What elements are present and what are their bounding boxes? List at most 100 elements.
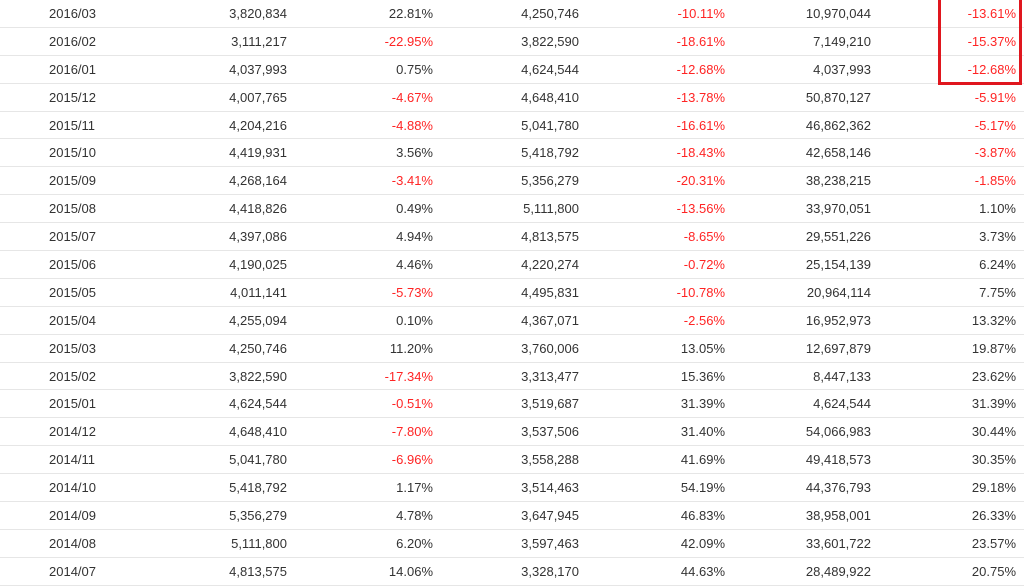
change-cell: -4.88% — [391, 117, 433, 133]
prior-value-cell: 4,367,071 — [521, 312, 579, 328]
table-row: 2015/09 4,268,164 -3.41% 5,356,279 -20.31% 38… — [0, 167, 1024, 196]
prior-value-cell: 4,813,575 — [521, 229, 579, 245]
yoy-change-cell: 13.05% — [680, 340, 725, 356]
value-cell: 4,418,826 — [229, 201, 287, 217]
table-row: 2015/03 4,250,746 11.20% 3,760,006 13.05% 12,… — [0, 335, 1024, 363]
prior-value-cell: 4,648,410 — [521, 89, 579, 105]
table-row: 2014/11 5,041,780 -6.96% 3,558,288 41.69% 49,… — [0, 446, 1024, 475]
cumulative-change-cell: 1.10% — [979, 201, 1016, 217]
cumulative-change-cell: -3.87% — [974, 145, 1016, 161]
change-cell: 4.94% — [396, 229, 433, 245]
change-cell: -22.95% — [384, 33, 433, 49]
change-cell: 0.75% — [396, 61, 433, 77]
prior-value-cell: 4,495,831 — [521, 284, 579, 300]
cumulative-change-cell: 26.33% — [971, 508, 1016, 524]
month-cell: 2014/11 — [49, 452, 96, 468]
yoy-change-cell: -16.61% — [676, 117, 725, 133]
cumulative-change-cell: 7.75% — [979, 284, 1016, 300]
cumulative-change-cell: -12.68% — [967, 61, 1016, 77]
yoy-change-cell: -10.78% — [676, 284, 725, 300]
change-cell: -0.51% — [391, 396, 433, 412]
table-row: 2014/09 5,356,279 4.78% 3,647,945 46.83% 38,9… — [0, 502, 1024, 530]
month-cell: 2016/01 — [49, 61, 96, 77]
yoy-change-cell: 42.09% — [680, 535, 725, 551]
month-cell: 2015/04 — [49, 312, 96, 328]
cumulative-change-cell: 20.75% — [971, 563, 1016, 579]
month-cell: 2014/12 — [49, 424, 96, 440]
cumulative-cell: 38,238,215 — [805, 173, 871, 189]
month-cell: 2015/05 — [49, 284, 96, 300]
cumulative-cell: 29,551,226 — [805, 229, 871, 245]
table-row: 2014/08 5,111,800 6.20% 3,597,463 42.09% 33,6… — [0, 530, 1024, 558]
prior-value-cell: 5,111,800 — [523, 201, 579, 217]
change-cell: 1.17% — [396, 480, 433, 496]
prior-value-cell: 4,624,544 — [521, 61, 579, 77]
cumulative-change-cell: 23.62% — [971, 368, 1016, 384]
table-row: 2016/03 3,820,834 22.81% 4,250,746 -10.11% 10… — [0, 0, 1024, 28]
value-cell: 4,250,746 — [229, 340, 287, 356]
value-cell: 3,822,590 — [229, 368, 287, 384]
cumulative-change-cell: -1.85% — [974, 173, 1016, 189]
table-row: 2015/07 4,397,086 4.94% 4,813,575 -8.65% 29,5… — [0, 223, 1024, 252]
yoy-change-cell: 54.19% — [680, 480, 725, 496]
cumulative-change-cell: -13.61% — [967, 6, 1016, 21]
change-cell: 6.20% — [396, 535, 433, 551]
yoy-change-cell: -20.31% — [676, 173, 725, 189]
cumulative-cell: 54,066,983 — [805, 424, 871, 440]
prior-value-cell: 3,760,006 — [521, 340, 579, 356]
change-cell: 4.46% — [396, 257, 433, 273]
cumulative-cell: 20,964,114 — [806, 284, 871, 300]
month-cell: 2014/07 — [49, 563, 96, 579]
yoy-change-cell: -2.56% — [683, 312, 725, 328]
value-cell: 4,419,931 — [229, 145, 287, 161]
yoy-change-cell: 15.36% — [680, 368, 725, 384]
yoy-change-cell: -10.11% — [677, 6, 725, 21]
value-cell: 3,111,217 — [231, 33, 287, 49]
table-row: 2015/01 4,624,544 -0.51% 3,519,687 31.39% 4,6… — [0, 390, 1024, 419]
value-cell: 4,204,216 — [229, 117, 287, 133]
yoy-change-cell: 41.69% — [680, 452, 725, 468]
value-cell: 4,624,544 — [229, 396, 287, 412]
cumulative-change-cell: 30.44% — [971, 424, 1016, 440]
table-row: 2015/02 3,822,590 -17.34% 3,313,477 15.36% 8,… — [0, 363, 1024, 391]
cumulative-change-cell: 29.18% — [971, 480, 1016, 496]
cumulative-cell: 49,418,573 — [805, 452, 871, 468]
cumulative-change-cell: -5.91% — [974, 89, 1016, 105]
value-cell: 4,007,765 — [229, 89, 287, 105]
prior-value-cell: 5,356,279 — [521, 173, 579, 189]
table-row: 2016/01 4,037,993 0.75% 4,624,544 -12.68% 4,0… — [0, 56, 1024, 84]
change-cell: 22.81% — [388, 6, 433, 21]
cumulative-cell: 50,870,127 — [805, 89, 871, 105]
yoy-change-cell: -18.61% — [676, 33, 725, 49]
month-cell: 2015/01 — [49, 396, 96, 412]
prior-value-cell: 3,537,506 — [521, 424, 579, 440]
table-row: 2015/10 4,419,931 3.56% 5,418,792 -18.43% 42,… — [0, 139, 1024, 168]
yoy-change-cell: 46.83% — [680, 508, 725, 524]
value-cell: 3,820,834 — [229, 6, 287, 21]
month-cell: 2014/10 — [49, 480, 96, 496]
cumulative-cell: 7,149,210 — [813, 33, 871, 49]
cumulative-cell: 46,862,362 — [805, 117, 871, 133]
cumulative-cell: 33,970,051 — [805, 201, 871, 217]
change-cell: 0.10% — [396, 312, 433, 328]
yoy-change-cell: -13.56% — [676, 201, 725, 217]
yoy-change-cell: -13.78% — [676, 89, 725, 105]
month-cell: 2015/09 — [49, 173, 96, 189]
prior-value-cell: 5,418,792 — [521, 145, 579, 161]
yoy-change-cell: 31.40% — [680, 424, 725, 440]
cumulative-cell: 25,154,139 — [805, 257, 871, 273]
cumulative-cell: 38,958,001 — [805, 508, 871, 524]
cumulative-cell: 4,037,993 — [813, 61, 871, 77]
month-cell: 2015/06 — [49, 257, 96, 273]
value-cell: 4,268,164 — [229, 173, 287, 189]
yoy-change-cell: -8.65% — [683, 229, 725, 245]
cumulative-cell: 10,970,044 — [805, 6, 871, 21]
yoy-change-cell: -0.72% — [683, 257, 725, 273]
month-cell: 2016/03 — [49, 6, 96, 21]
change-cell: -4.67% — [391, 89, 433, 105]
cumulative-change-cell: 19.87% — [971, 340, 1016, 356]
cumulative-change-cell: 31.39% — [971, 396, 1016, 412]
value-cell: 4,190,025 — [229, 257, 287, 273]
cumulative-change-cell: 13.32% — [971, 312, 1016, 328]
